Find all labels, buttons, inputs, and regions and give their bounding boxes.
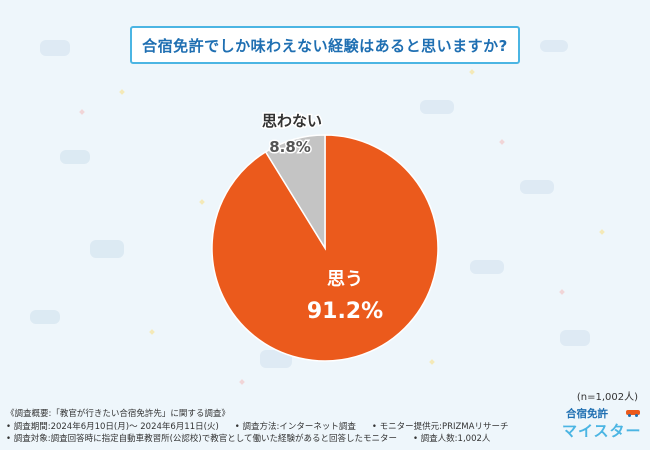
sample-size-note: (n=1,002人) [576,392,638,403]
title-box: 合宿免許でしか味わえない経験はあると思いますか? [130,26,520,64]
car-shape [560,330,590,346]
survey-period: • 調査期間:2024年6月10日(月)〜 2024年6月11日(火) [6,421,219,432]
plane-shape [520,180,554,194]
survey-method: • 調査方法:インターネット調査 [234,421,356,432]
plane-shape [540,40,568,52]
car-icon [626,410,640,417]
pie-slice [264,134,326,251]
survey-target: • 調査対象:調査回答時に指定自動車教習所(公認校)で教官として働いた経験がある… [6,434,397,444]
slice-label-disagree: 思わない [262,112,322,130]
chart-title: 合宿免許でしか味わえない経験はあると思いますか? [142,36,508,55]
survey-footer: 《調査概要:「教官が行きたい合宿免許先」に関する調査》 • 調査期間:2024年… [6,408,546,446]
survey-title: 《調査概要:「教官が行きたい合宿免許先」に関する調査》 [6,409,230,419]
survey-count: • 調査人数:1,002人 [412,434,491,444]
slice-value-disagree: 8.8% [269,138,311,156]
car-shape [40,40,70,56]
slice-label-agree: 思う [327,269,363,290]
pie-slice [211,134,439,362]
car-shape [90,240,124,258]
logo-text-bottom: マイスター [562,422,642,440]
car-shape [260,350,292,368]
bus-shape [420,100,454,114]
plane-shape [60,150,90,164]
slice-value-agree: 91.2% [307,299,383,324]
brand-logo: 合宿免許 マイスター [562,406,644,446]
logo-text-top: 合宿免許 [566,408,608,420]
plane-shape [30,310,60,324]
survey-provider: • モニター提供元:PRIZMAリサーチ [371,421,509,432]
plane-shape [470,260,504,274]
